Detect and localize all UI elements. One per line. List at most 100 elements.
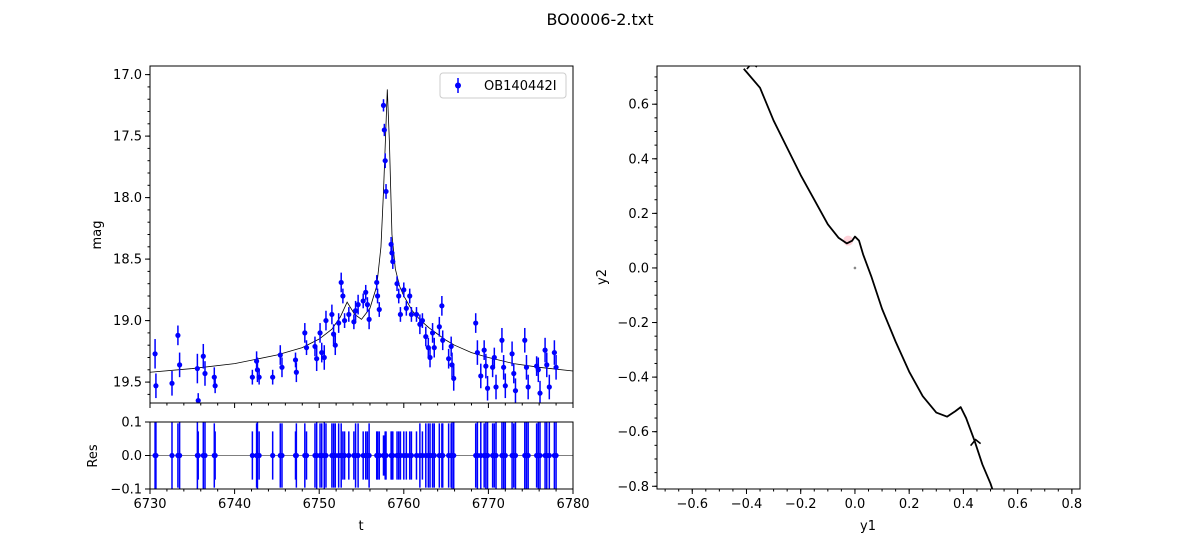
data-marker: [374, 279, 380, 286]
data-point: [553, 355, 559, 380]
residual-point: [484, 422, 491, 489]
data-point: [366, 309, 372, 330]
data-point: [256, 369, 262, 385]
data-marker: [153, 383, 159, 389]
traj-xtick-label: −0.6: [676, 497, 708, 512]
residual-point: [493, 422, 499, 489]
data-point: [336, 313, 342, 333]
data-marker: [397, 311, 404, 318]
data-marker: [417, 321, 423, 327]
data-point: [408, 307, 415, 322]
data-marker: [363, 289, 369, 295]
data-point: [319, 342, 325, 363]
data-point: [341, 313, 348, 328]
data-point: [175, 325, 181, 346]
data-point: [277, 345, 283, 365]
data-marker: [376, 306, 382, 313]
residual-point: [383, 431, 389, 480]
data-marker: [364, 302, 371, 308]
residual-marker: [376, 452, 382, 459]
trajectory-marker: [853, 266, 857, 270]
data-point: [423, 326, 429, 347]
traj-xtick-label: 0.4: [953, 497, 974, 512]
data-marker: [483, 363, 489, 369]
residual-marker: [202, 452, 208, 459]
data-point: [397, 307, 404, 322]
data-point: [177, 352, 183, 378]
traj-ytick-label: −0.8: [617, 480, 649, 495]
light-curve-marks: [150, 89, 573, 403]
residual-marker: [256, 452, 262, 459]
data-point: [493, 374, 499, 400]
residuals-panel: −0.1 0.0 0.1 6730 6740 6750 6760 6770 6780 Res t: [86, 416, 590, 535]
residual-marker: [502, 452, 508, 459]
data-point: [501, 355, 507, 380]
data-point: [340, 288, 346, 304]
data-marker: [419, 317, 426, 324]
traj-ytick-label: −0.2: [617, 316, 649, 331]
data-marker: [390, 258, 396, 265]
residual-point: [202, 422, 208, 489]
data-marker: [446, 356, 452, 362]
data-point: [484, 375, 491, 401]
data-point: [474, 340, 481, 365]
residual-marker: [323, 452, 329, 459]
residual-point: [169, 422, 175, 489]
residual-marker: [525, 452, 531, 459]
data-point: [363, 284, 369, 300]
data-marker: [439, 303, 445, 309]
residual-point: [195, 431, 201, 480]
residual-marker: [279, 452, 285, 459]
data-marker: [195, 397, 201, 403]
residual-marker: [431, 452, 437, 459]
data-marker: [509, 351, 515, 357]
data-marker: [249, 374, 255, 380]
data-point: [551, 340, 557, 365]
data-marker: [512, 388, 519, 394]
residual-point: [346, 431, 352, 480]
data-marker: [336, 320, 342, 326]
data-point: [332, 335, 338, 356]
residuals-xlabel: t: [358, 519, 363, 534]
residual-marker: [293, 452, 299, 459]
residual-point: [249, 431, 255, 480]
res-xtick-label: 6740: [218, 497, 251, 512]
legend: OB140442I: [439, 72, 567, 99]
data-point: [321, 345, 327, 370]
trajectory-axes: −0.8 −0.6 −0.4 −0.2 0.0 0.2 0.4 0.6 −0.6 −0.4 −0.2…: [617, 76, 1083, 512]
data-marker: [303, 345, 310, 351]
light-curve-ylabel: mag: [90, 221, 105, 250]
residual-point: [525, 422, 531, 489]
data-point: [440, 330, 446, 351]
residual-marker: [383, 452, 389, 459]
data-point: [249, 369, 255, 385]
data-point: [169, 371, 175, 396]
data-marker: [355, 302, 361, 308]
residual-marker: [451, 452, 457, 459]
data-point: [153, 373, 159, 399]
trajectory-arrow: [746, 66, 758, 70]
residual-point: [553, 422, 559, 489]
data-point: [292, 352, 299, 368]
data-point: [329, 304, 335, 325]
data-marker: [317, 330, 323, 336]
residual-point: [177, 422, 183, 489]
data-point: [152, 339, 158, 369]
data-point: [491, 347, 497, 368]
data-marker: [270, 374, 276, 380]
data-marker: [408, 311, 415, 318]
traj-ytick-label: 0.4: [628, 152, 649, 167]
traj-xtick-label: 0.8: [1062, 497, 1083, 512]
residual-point: [270, 431, 276, 480]
res-xtick-label: 6780: [556, 497, 589, 512]
res-xtick-label: 6750: [303, 497, 336, 512]
data-marker: [314, 356, 320, 362]
data-marker: [413, 311, 420, 318]
data-point: [407, 288, 413, 304]
residual-marker: [303, 452, 310, 459]
data-marker: [277, 352, 283, 358]
data-point: [381, 123, 387, 137]
data-point: [194, 353, 200, 384]
residual-marker: [537, 452, 543, 459]
data-marker: [535, 367, 541, 373]
